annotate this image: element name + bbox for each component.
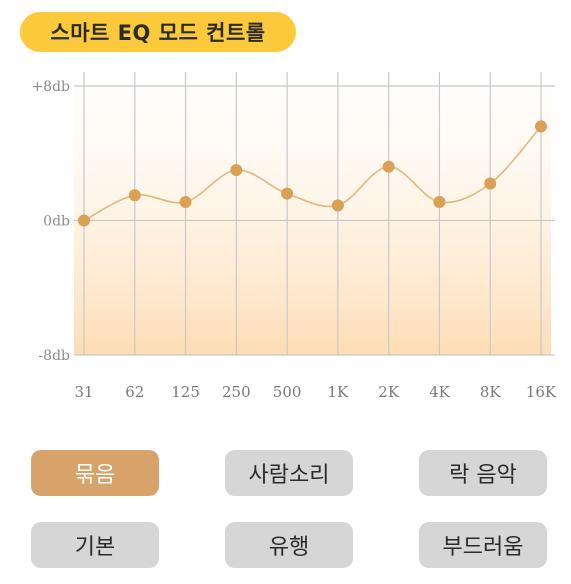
page-title-text: 스마트 EQ 모드 컨트롤 bbox=[50, 21, 266, 45]
eq-point-250[interactable] bbox=[230, 164, 243, 177]
eq-point-125[interactable] bbox=[179, 196, 192, 209]
mode-button-voice[interactable]: 사람소리 bbox=[225, 450, 353, 496]
x-tick-label: 125 bbox=[171, 383, 200, 401]
eq-point-4K[interactable] bbox=[433, 196, 446, 209]
eq-y-axis: +8db 0db -8db bbox=[31, 79, 70, 364]
mode-button-label: 부드러움 bbox=[442, 535, 524, 560]
eq-chart: +8db 0db -8db 31 62 125 250 500 1K 2K 4K 8K 16K bbox=[31, 72, 557, 401]
mode-button-soft[interactable]: 부드러움 bbox=[419, 522, 547, 568]
mode-button-label: 락 음악 bbox=[449, 463, 517, 488]
page-title: 스마트 EQ 모드 컨트롤 bbox=[20, 12, 296, 52]
x-tick-label: 31 bbox=[74, 383, 93, 401]
x-tick-label: 500 bbox=[273, 383, 302, 401]
eq-grid bbox=[74, 72, 555, 356]
x-tick-label: 1K bbox=[328, 383, 350, 401]
x-tick-label: 4K bbox=[429, 383, 451, 401]
y-tick-label: -8db bbox=[38, 348, 70, 364]
mode-button-label: 기본 bbox=[74, 535, 116, 560]
y-tick-label: 0db bbox=[43, 214, 70, 230]
eq-point-31[interactable] bbox=[78, 214, 90, 227]
eq-curve bbox=[83, 125, 542, 222]
mode-button-default[interactable]: 기본 bbox=[31, 522, 159, 568]
x-tick-label: 250 bbox=[222, 383, 251, 401]
mode-button-label: 묶음 bbox=[74, 463, 116, 488]
mode-button-rock[interactable]: 락 음악 bbox=[419, 450, 547, 496]
eq-point-16K[interactable] bbox=[535, 120, 547, 133]
mode-button-bundle[interactable]: 묶음 bbox=[31, 450, 159, 496]
y-tick-label: +8db bbox=[31, 79, 70, 95]
eq-points[interactable] bbox=[78, 120, 547, 227]
x-tick-label: 62 bbox=[125, 383, 144, 401]
mode-button-label: 사람소리 bbox=[248, 463, 330, 488]
mode-button-label: 유행 bbox=[268, 535, 310, 560]
x-tick-label: 16K bbox=[526, 383, 557, 401]
eq-point-62[interactable] bbox=[128, 189, 141, 202]
x-tick-label: 8K bbox=[480, 383, 502, 401]
eq-x-axis: 31 62 125 250 500 1K 2K 4K 8K 16K bbox=[74, 383, 556, 401]
x-tick-label: 2K bbox=[378, 383, 400, 401]
eq-point-2K[interactable] bbox=[382, 160, 395, 173]
eq-point-500[interactable] bbox=[281, 187, 294, 200]
mode-button-pop[interactable]: 유행 bbox=[225, 522, 353, 568]
eq-point-1K[interactable] bbox=[331, 199, 344, 212]
eq-point-8K[interactable] bbox=[484, 177, 497, 190]
